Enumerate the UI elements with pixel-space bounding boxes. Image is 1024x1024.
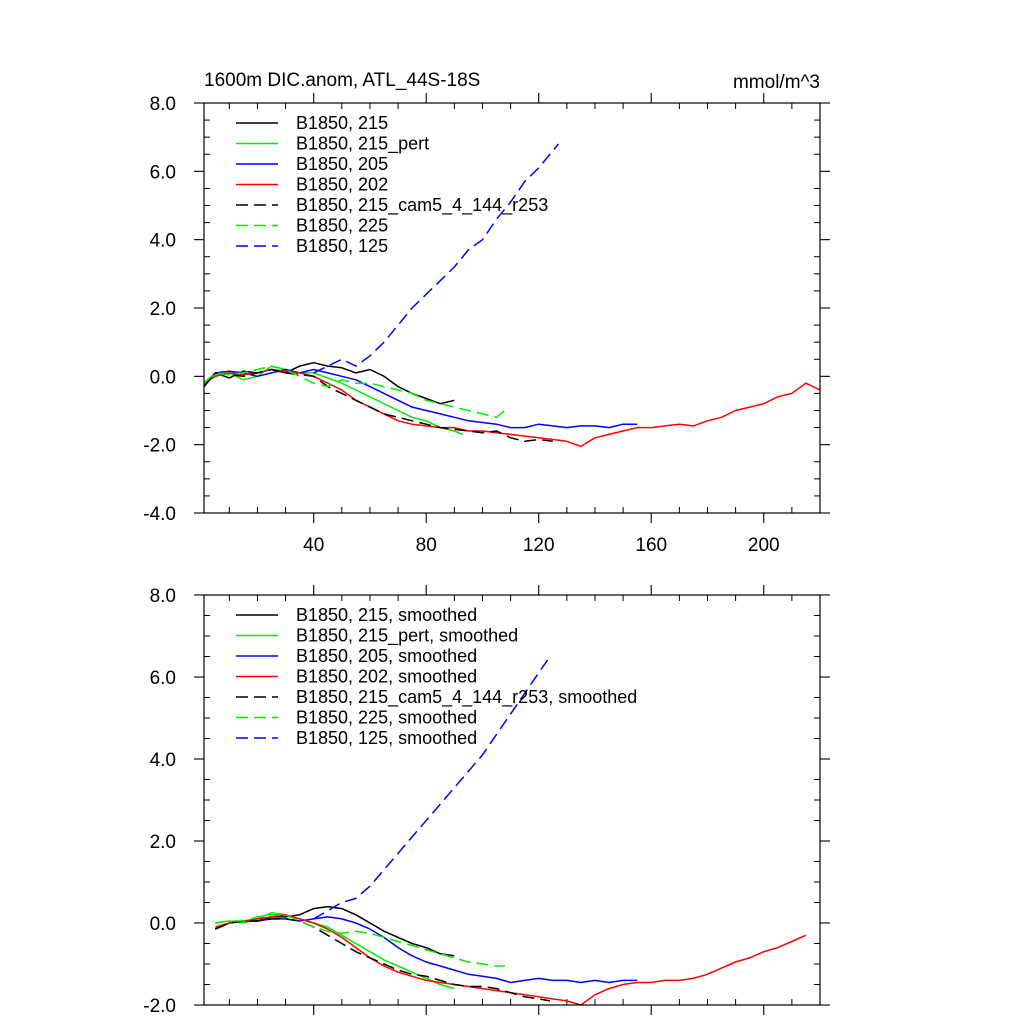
series-line-4 xyxy=(204,368,820,448)
chart-title: 1600m DIC.anom, ATL_44S-18S xyxy=(204,70,480,91)
bottom-series-group xyxy=(215,656,807,1005)
x-tick-label: 40 xyxy=(303,535,324,556)
series-line-2 xyxy=(204,365,464,436)
x-tick-label: 200 xyxy=(748,535,780,556)
top-chart-panel: 1600m DIC.anom, ATL_44S-18S mmol/m^3 40 8… xyxy=(143,70,830,556)
legend-label-5: B1850, 215_cam5_4_144_r253 xyxy=(296,195,548,216)
y-tick-label: -2.0 xyxy=(143,996,176,1017)
bottom-chart-panel: -2.0 0.0 2.0 4.0 6.0 8.0 B1850, 215, smoothed… xyxy=(143,585,830,1017)
legend-label-1: B1850, 215 xyxy=(296,113,388,133)
series-line-6 xyxy=(204,365,506,419)
bottom-tick-labels: -2.0 0.0 2.0 4.0 6.0 8.0 xyxy=(143,586,176,1017)
x-tick-label: 80 xyxy=(416,535,437,556)
series-line-4 xyxy=(215,914,807,1005)
y-tick-label: 4.0 xyxy=(150,750,176,771)
y-tick-label: 8.0 xyxy=(150,586,176,607)
series-line-7 xyxy=(313,656,551,920)
y-tick-label: 2.0 xyxy=(150,832,176,853)
top-tick-labels: 40 80 120 160 200 -4.0 -2.0 0.0 2.0 4.0 6.0 8.0 xyxy=(143,94,779,556)
series-line-2 xyxy=(215,912,455,990)
y-tick-label: 6.0 xyxy=(150,162,176,183)
x-tick-label: 120 xyxy=(523,535,555,556)
bottom-axis-ticks xyxy=(194,585,830,1015)
series-line-7 xyxy=(313,143,559,374)
y-tick-label: 4.0 xyxy=(150,231,176,252)
y-tick-label: 6.0 xyxy=(150,668,176,689)
legend-label-7: B1850, 125 xyxy=(296,236,388,256)
legend-label-4: B1850, 202, smoothed xyxy=(296,667,477,687)
series-line-5 xyxy=(204,368,553,443)
legend-label-3: B1850, 205, smoothed xyxy=(296,646,477,666)
legend-label-1: B1850, 215, smoothed xyxy=(296,605,477,625)
bottom-plot-frame xyxy=(203,594,821,1006)
units-label: mmol/m^3 xyxy=(733,72,820,93)
legend-label-7: B1850, 125, smoothed xyxy=(296,728,477,748)
legend-label-4: B1850, 202 xyxy=(296,175,388,195)
series-line-3 xyxy=(204,368,638,429)
series-line-3 xyxy=(215,916,638,984)
legend-label-6: B1850, 225 xyxy=(296,216,388,236)
y-tick-label: -2.0 xyxy=(143,436,176,457)
series-line-6 xyxy=(215,914,505,967)
legend-label-2: B1850, 215_pert xyxy=(296,134,429,155)
top-series-group xyxy=(204,143,820,448)
legend-label-5: B1850, 215_cam5_4_144_r253, smoothed xyxy=(296,687,637,708)
y-tick-label: 2.0 xyxy=(150,299,176,320)
y-tick-label: -4.0 xyxy=(143,504,176,525)
top-plot-frame xyxy=(203,102,821,514)
y-tick-label: 0.0 xyxy=(150,367,176,388)
series-line-5 xyxy=(215,918,551,1002)
x-tick-label: 160 xyxy=(635,535,667,556)
y-tick-label: 8.0 xyxy=(150,94,176,115)
top-axis-ticks xyxy=(194,93,830,523)
legend-label-2: B1850, 215_pert, smoothed xyxy=(296,626,518,647)
legend-label-6: B1850, 225, smoothed xyxy=(296,708,477,728)
legend-label-3: B1850, 205 xyxy=(296,154,388,174)
y-tick-label: 0.0 xyxy=(150,914,176,935)
